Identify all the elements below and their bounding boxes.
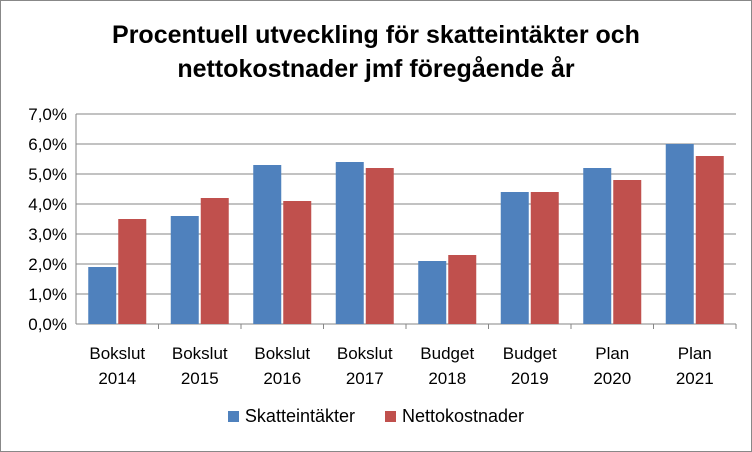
x-tick-label: 2020 (593, 369, 631, 388)
y-tick-label: 1,0% (28, 285, 67, 304)
y-tick-label: 6,0% (28, 135, 67, 154)
bar-nettokostnader (695, 156, 724, 324)
bar-skatteintakter (583, 168, 612, 324)
chart-title: Procentuell utveckling för skatteintäkte… (0, 18, 752, 86)
bar-skatteintakter (253, 165, 282, 324)
x-tick-label: Bokslut (172, 344, 228, 363)
bar-nettokostnader (530, 192, 559, 324)
chart-title-line1: Procentuell utveckling för skatteintäkte… (112, 21, 640, 49)
bar-skatteintakter (500, 192, 529, 324)
y-tick-label: 2,0% (28, 255, 67, 274)
x-tick-label: Bokslut (89, 344, 145, 363)
bar-nettokostnader (448, 255, 477, 324)
x-tick-label: 2016 (263, 369, 301, 388)
x-tick-label: 2017 (346, 369, 384, 388)
legend-label: Nettokostnader (401, 406, 525, 426)
x-tick-label: Bokslut (254, 344, 310, 363)
y-tick-label: 7,0% (28, 105, 67, 124)
x-tick-label: 2014 (98, 369, 136, 388)
bar-skatteintakter (418, 261, 447, 324)
y-tick-label: 0,0% (28, 315, 67, 334)
x-tick-label: 2021 (676, 369, 714, 388)
bar-nettokostnader (365, 168, 394, 324)
bar-nettokostnader (118, 219, 147, 324)
x-tick-label: Budget (420, 344, 474, 363)
legend-swatch (227, 411, 239, 422)
x-tick-label: Budget (503, 344, 557, 363)
x-tick-label: Plan (595, 344, 629, 363)
x-tick-label: Bokslut (337, 344, 393, 363)
legend-item-series-0: Skatteintäkter (227, 406, 355, 427)
legend: Skatteintäkter Nettokostnader (0, 406, 752, 427)
legend-item-series-1: Nettokostnader (384, 406, 525, 427)
x-tick-label: Plan (678, 344, 712, 363)
bar-nettokostnader (283, 201, 312, 324)
bar-nettokostnader (613, 180, 642, 324)
x-tick-label: 2019 (511, 369, 549, 388)
x-tick-label: 2015 (181, 369, 219, 388)
y-tick-label: 4,0% (28, 195, 67, 214)
bar-skatteintakter (665, 144, 694, 324)
x-tick-label: 2018 (428, 369, 466, 388)
bar-nettokostnader (200, 198, 229, 324)
bar-skatteintakter (170, 216, 199, 324)
legend-swatch (384, 411, 396, 422)
bar-skatteintakter (88, 267, 117, 324)
chart-title-line2: nettokostnader jmf föregående år (177, 55, 575, 83)
y-tick-label: 5,0% (28, 165, 67, 184)
legend-label: Skatteintäkter (244, 406, 355, 426)
y-tick-label: 3,0% (28, 225, 67, 244)
bar-skatteintakter (335, 162, 364, 324)
